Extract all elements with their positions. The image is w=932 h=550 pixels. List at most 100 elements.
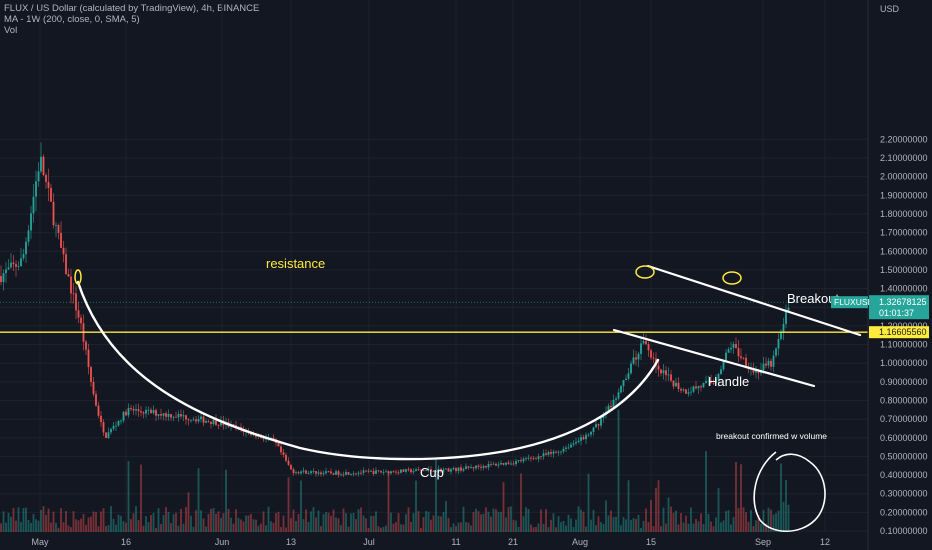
candle-body: [27, 230, 30, 242]
volume-bar: [325, 512, 327, 532]
time-axis[interactable]: May 16 Jun 13 Jul 11 21 Aug 15 Sep 12: [31, 537, 830, 547]
volume-bar: [125, 522, 127, 532]
volume-bar: [765, 523, 767, 532]
candle-body: [207, 421, 210, 422]
candle-body: [425, 470, 427, 472]
candle-body: [535, 458, 537, 460]
candle-body: [490, 463, 492, 465]
volume-bar: [395, 522, 397, 532]
volume-bar: [492, 508, 495, 532]
candle-body: [700, 386, 702, 388]
candle-body: [775, 348, 777, 356]
candle-body: [145, 409, 147, 414]
candle-body: [105, 432, 107, 438]
candle-body: [210, 421, 212, 424]
volume-bar: [577, 506, 580, 532]
volume-bar: [782, 501, 785, 532]
volume-bars: [0, 409, 790, 532]
volume-bar: [25, 507, 27, 532]
candle-body: [312, 471, 315, 472]
candle-body: [355, 473, 357, 475]
volume-bar: [110, 506, 112, 532]
volume-bar: [535, 527, 537, 532]
candle-body: [675, 382, 677, 387]
volume-bar: [52, 511, 55, 532]
volume-bar: [27, 519, 30, 532]
candle-body: [627, 373, 630, 379]
volume-bar: [162, 514, 165, 532]
touch-circle-peak: [635, 265, 655, 279]
volume-bar: [380, 527, 382, 532]
candle-body: [650, 350, 652, 358]
volume-bar: [120, 515, 122, 532]
volume-bar: [532, 527, 535, 532]
x-tick-label: 15: [646, 537, 656, 547]
candle-body: [450, 469, 452, 472]
volume-bar: [507, 507, 510, 532]
volume-bar: [405, 514, 407, 532]
candle-body: [687, 392, 690, 394]
candle-body: [417, 469, 420, 471]
price-axis[interactable]: USD 2.20000000 2.10000000 2.00000000 1.9000…: [831, 0, 932, 550]
volume-bar: [367, 527, 370, 532]
candle-body: [47, 181, 50, 188]
candle-body: [342, 474, 345, 476]
candle-body: [635, 357, 637, 360]
volume-bar: [710, 521, 712, 532]
volume-bar: [202, 518, 205, 532]
volume-bar: [477, 511, 480, 532]
volume-bar: [470, 525, 472, 532]
volume-bar: [135, 506, 137, 532]
candle-body: [177, 414, 180, 418]
candle-body: [137, 409, 140, 412]
volume-bar: [732, 517, 735, 532]
volume-bar: [737, 508, 740, 532]
candle-body: [285, 454, 287, 461]
volume-bar: [67, 525, 70, 532]
volume-bar: [227, 508, 230, 532]
volume-bar: [302, 519, 305, 532]
candle-body: [772, 355, 775, 367]
candle-body: [102, 422, 105, 433]
candle-body: [155, 410, 157, 416]
volume-bar: [437, 515, 440, 532]
volume-bar: [167, 511, 170, 532]
volume-bar: [655, 487, 657, 532]
volume-bar: [332, 509, 335, 532]
y-tick-label: 1.60000000: [880, 246, 928, 256]
volume-bar: [687, 523, 690, 532]
volume-bar: [592, 509, 595, 532]
candle-body: [730, 347, 732, 350]
volume-bar: [317, 510, 320, 532]
volume-bar: [45, 514, 47, 532]
candle-body: [662, 370, 665, 374]
volume-bar: [645, 508, 647, 532]
candle-body: [85, 341, 87, 350]
volume-bar: [7, 512, 10, 532]
resistance-price-value: 1.16605560: [879, 327, 927, 337]
volume-bar: [10, 516, 12, 532]
candle-body: [60, 232, 62, 248]
volume-bar: [37, 520, 40, 532]
candle-body: [120, 420, 122, 422]
candle-body: [45, 175, 47, 182]
candle-body: [307, 473, 310, 474]
y-tick-label: 2.00000000: [880, 172, 928, 182]
volume-bar: [105, 526, 107, 532]
volume-bar: [695, 518, 697, 532]
volume-bar: [62, 522, 65, 532]
volume-bar: [330, 515, 332, 532]
volume-bar: [232, 523, 235, 532]
candle-body: [487, 463, 490, 468]
y-tick-label: 1.20000000: [880, 321, 928, 331]
volume-bar: [742, 507, 745, 532]
volume-bar: [117, 514, 120, 532]
volume-bar: [195, 510, 197, 532]
volume-bar: [485, 507, 487, 532]
y-tick-label: 0.30000000: [880, 489, 928, 499]
candle-body: [117, 420, 120, 426]
volume-bar: [402, 524, 405, 532]
candle-body: [377, 470, 380, 472]
